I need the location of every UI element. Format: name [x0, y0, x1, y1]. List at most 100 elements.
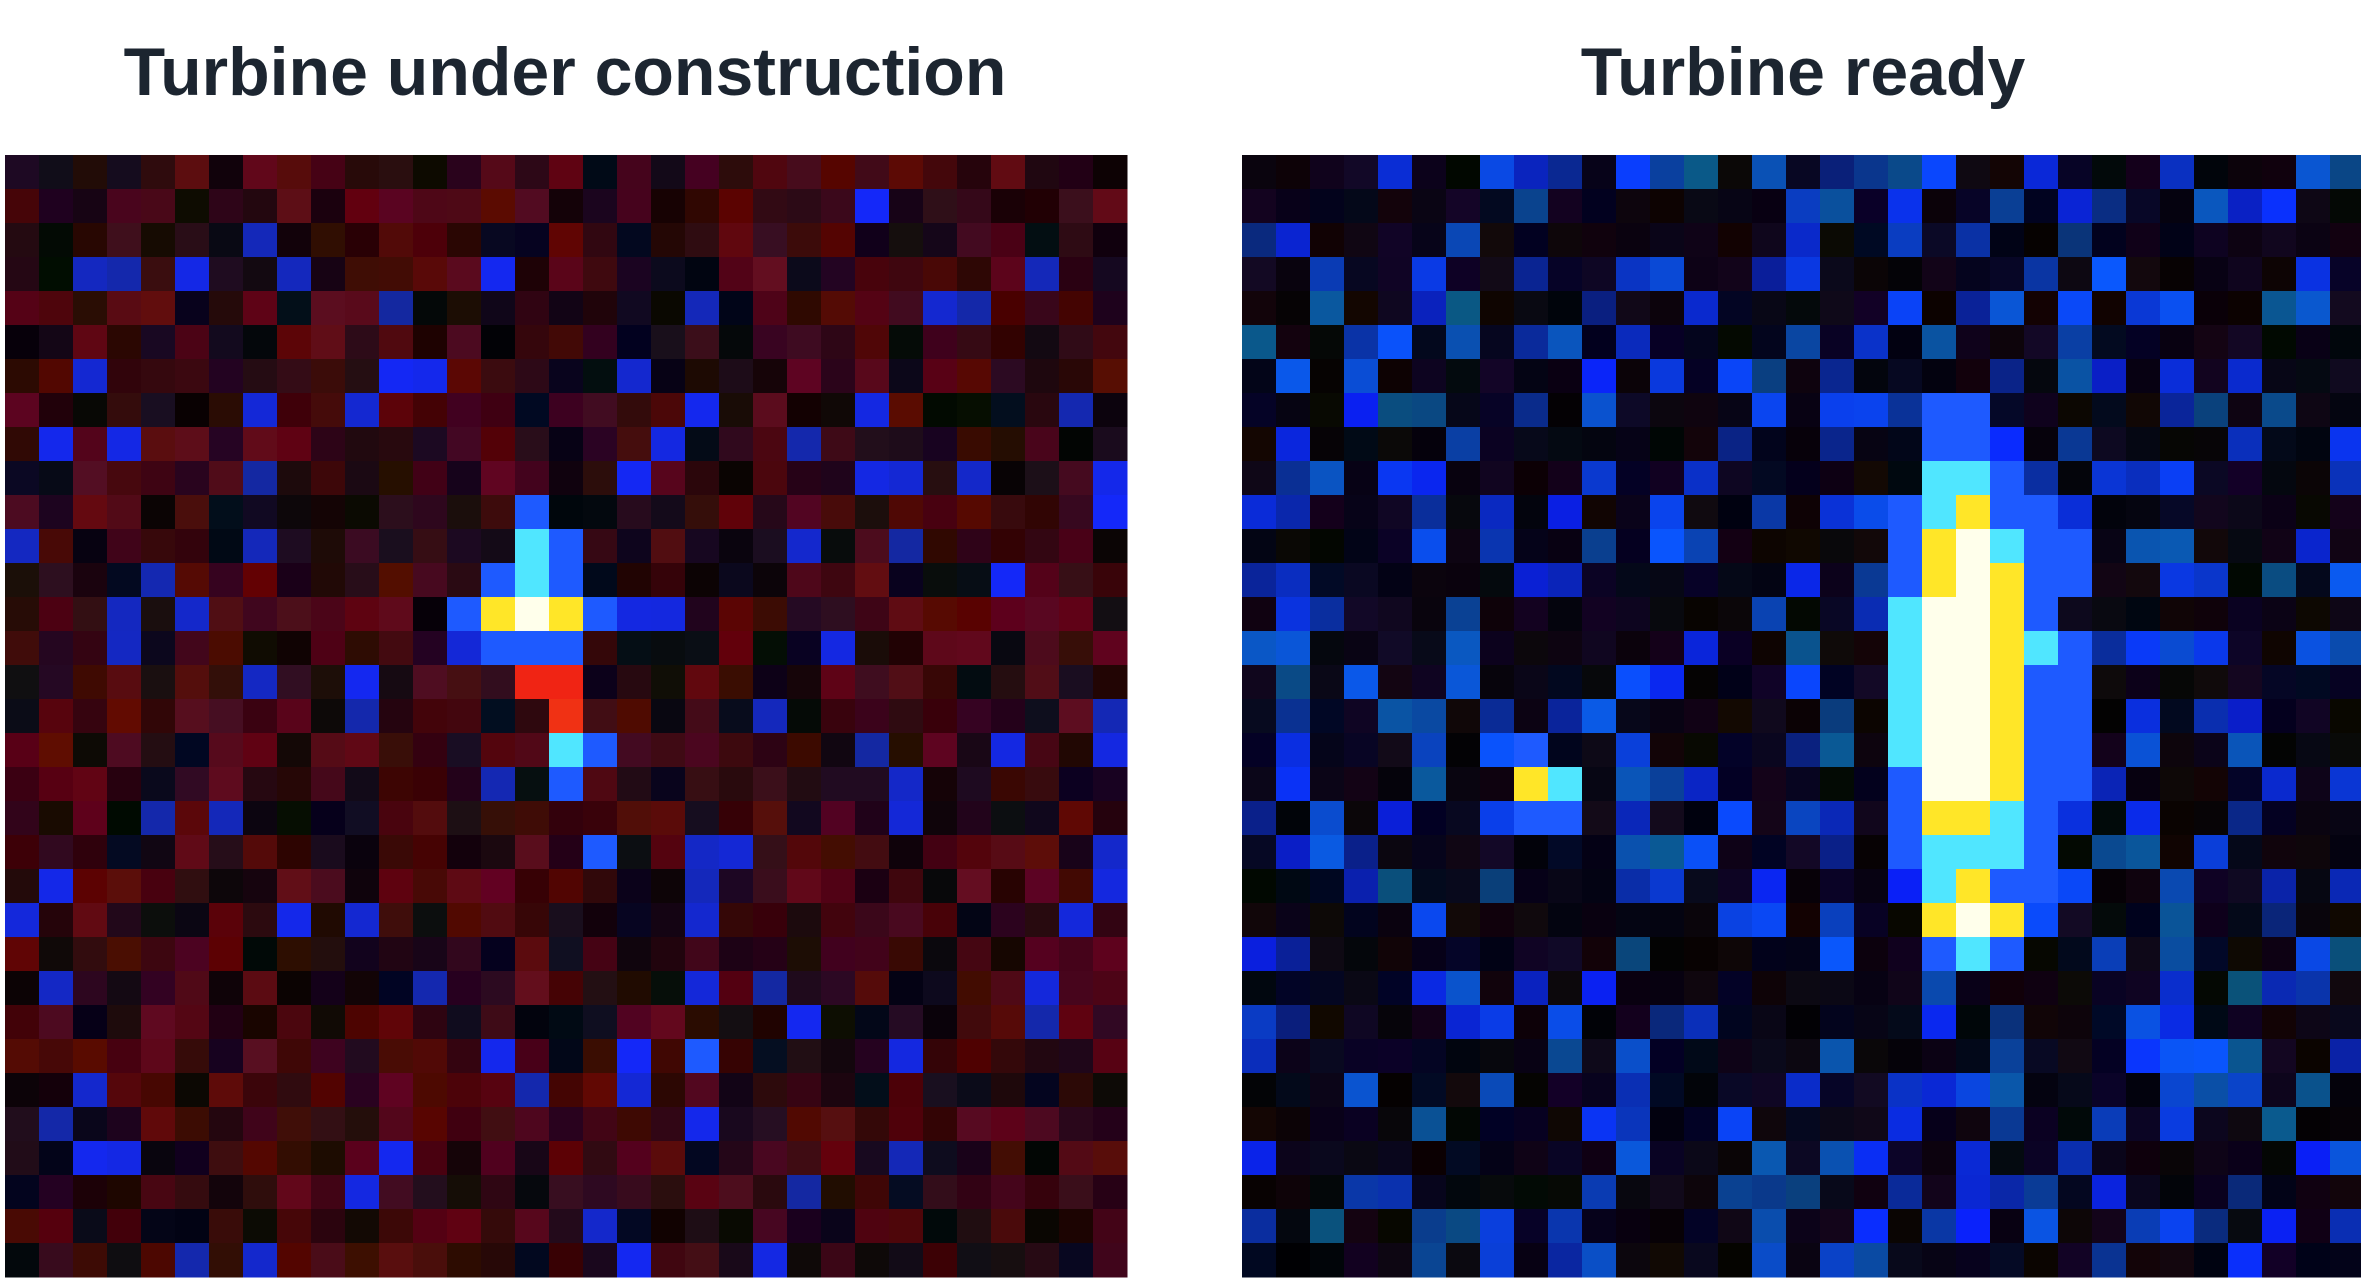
pixel	[923, 155, 958, 190]
pixel	[719, 495, 754, 530]
pixel	[107, 733, 142, 768]
pixel	[1242, 801, 1277, 836]
pixel	[991, 631, 1026, 666]
pixel	[1582, 529, 1617, 564]
pixel	[1093, 1073, 1128, 1108]
pixel	[1025, 461, 1060, 496]
pixel	[2058, 665, 2093, 700]
pixel	[1446, 563, 1481, 598]
pixel	[141, 529, 176, 564]
pixel	[1276, 461, 1311, 496]
pixel	[1820, 257, 1855, 292]
pixel	[1786, 529, 1821, 564]
pixel	[39, 1175, 74, 1210]
pixel	[1344, 223, 1379, 258]
pixel	[1480, 767, 1515, 802]
pixel	[141, 1141, 176, 1176]
pixel	[1480, 393, 1515, 428]
pixel	[311, 223, 346, 258]
pixel	[753, 223, 788, 258]
pixel	[2296, 1005, 2331, 1040]
pixel	[2194, 257, 2229, 292]
pixel	[379, 801, 414, 836]
pixel	[1786, 869, 1821, 904]
pixel	[2296, 495, 2331, 530]
pixel	[2228, 665, 2263, 700]
satellite-image	[5, 155, 1128, 1278]
pixel	[1548, 393, 1583, 428]
pixel	[2126, 1005, 2161, 1040]
pixel	[753, 835, 788, 870]
pixel	[209, 1039, 244, 1074]
pixel	[447, 801, 482, 836]
pixel	[1378, 529, 1413, 564]
pixel	[2228, 699, 2263, 734]
pixel	[2228, 223, 2263, 258]
pixel	[1548, 1243, 1583, 1278]
pixel	[1093, 597, 1128, 632]
pixel	[1718, 971, 1753, 1006]
pixel	[2330, 223, 2361, 258]
pixel	[1854, 1175, 1889, 1210]
pixel	[1650, 495, 1685, 530]
pixel	[787, 427, 822, 462]
pixel	[855, 291, 890, 326]
pixel	[1344, 495, 1379, 530]
pixel	[2126, 869, 2161, 904]
pixel	[923, 529, 958, 564]
pixel	[1888, 869, 1923, 904]
pixel	[787, 325, 822, 360]
pixel	[1650, 359, 1685, 394]
pixel	[753, 665, 788, 700]
pixel	[1854, 1039, 1889, 1074]
pixel	[345, 359, 380, 394]
pixel	[1650, 767, 1685, 802]
pixel	[1616, 189, 1651, 224]
pixel	[515, 461, 550, 496]
pixel	[1093, 1107, 1128, 1142]
pixel	[379, 1243, 414, 1278]
pixel	[1684, 597, 1719, 632]
pixel	[481, 801, 516, 836]
pixel	[39, 291, 74, 326]
pixel	[2058, 631, 2093, 666]
pixel	[1752, 971, 1787, 1006]
pixel	[141, 257, 176, 292]
pixel	[1820, 631, 1855, 666]
pixel	[175, 631, 210, 666]
pixel	[345, 325, 380, 360]
pixel	[1242, 495, 1277, 530]
pixel	[889, 1073, 924, 1108]
pixel	[2058, 1073, 2093, 1108]
pixel	[1888, 325, 1923, 360]
pixel	[345, 665, 380, 700]
pixel	[1820, 801, 1855, 836]
pixel	[685, 1073, 720, 1108]
pixel	[2126, 971, 2161, 1006]
pixel	[957, 563, 992, 598]
pixel	[1025, 665, 1060, 700]
pixel	[1854, 461, 1889, 496]
pixel	[1025, 1107, 1060, 1142]
pixel	[1752, 155, 1787, 190]
pixel	[1650, 699, 1685, 734]
pixel	[1956, 767, 1991, 802]
pixel	[481, 903, 516, 938]
pixel	[1718, 563, 1753, 598]
pixel	[889, 189, 924, 224]
pixel	[2160, 937, 2195, 972]
pixel	[1752, 1005, 1787, 1040]
pixel	[1446, 937, 1481, 972]
pixel	[1718, 1107, 1753, 1142]
pixel	[855, 529, 890, 564]
pixel	[1854, 563, 1889, 598]
pixel	[2228, 835, 2263, 870]
pixel	[1242, 359, 1277, 394]
pixel	[2296, 1175, 2331, 1210]
pixel	[583, 699, 618, 734]
pixel	[2160, 529, 2195, 564]
pixel	[1548, 1141, 1583, 1176]
pixel	[1786, 155, 1821, 190]
pixel	[1412, 1039, 1447, 1074]
pixel	[1718, 461, 1753, 496]
